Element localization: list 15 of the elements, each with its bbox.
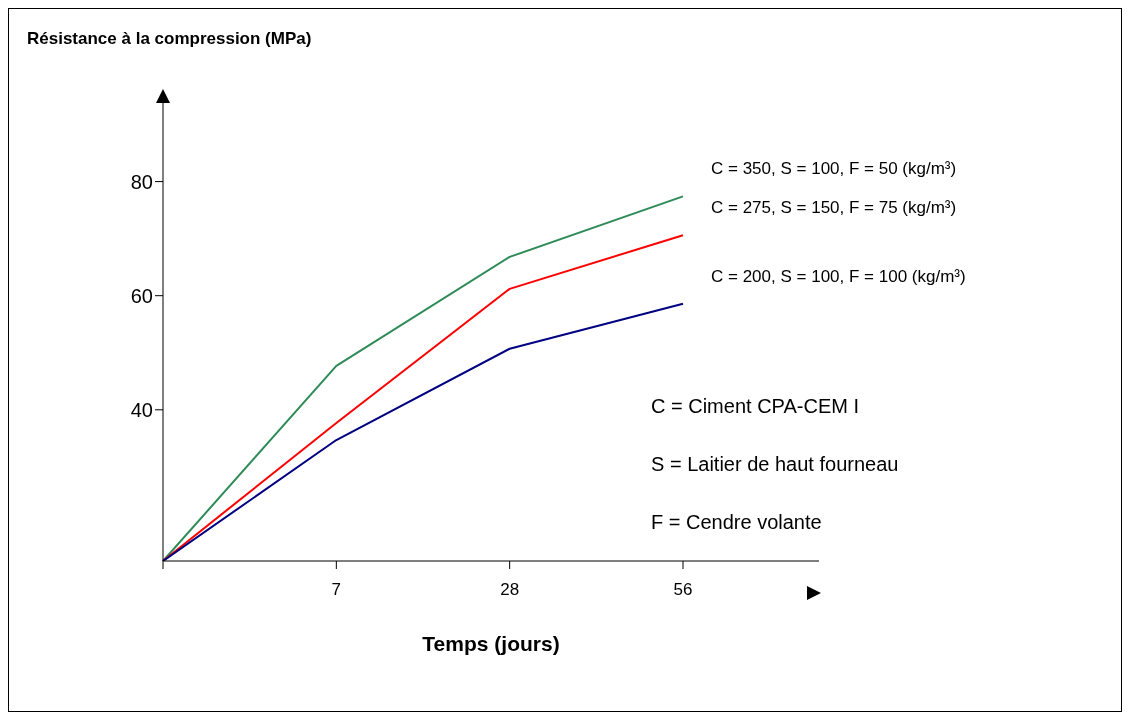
annotation: C = Ciment CPA-CEM I <box>651 395 859 418</box>
annotation: S = Laitier de haut fourneau <box>651 453 899 476</box>
line-series <box>162 302 684 561</box>
y-axis-title: Résistance à la compression (MPa) <box>27 29 312 49</box>
series-label: C = 350, S = 100, F = 50 (kg/m³) <box>711 159 957 179</box>
x-axis-title: Temps (jours) <box>422 632 560 655</box>
y-tick-label: 40 <box>130 398 153 421</box>
y-tick-label: 60 <box>130 284 153 307</box>
y-tick-label: 80 <box>130 170 153 193</box>
x-tick-label: 56 <box>673 580 693 600</box>
series-label: C = 275, S = 150, F = 75 (kg/m³) <box>711 198 957 218</box>
series-label: C = 200, S = 100, F = 100 (kg/m³) <box>711 266 966 286</box>
x-tick-label: 7 <box>331 580 342 600</box>
annotation: F = Cendre volante <box>651 511 822 534</box>
x-tick-label: 28 <box>500 580 520 600</box>
